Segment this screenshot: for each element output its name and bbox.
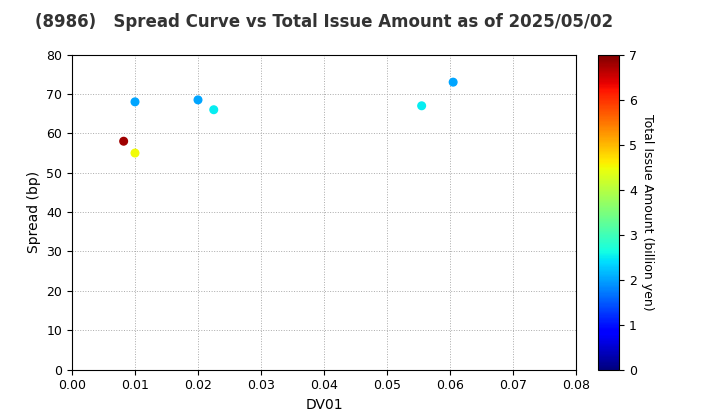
Point — [416, 102, 428, 109]
Text: (8986)   Spread Curve vs Total Issue Amount as of 2025/05/02: (8986) Spread Curve vs Total Issue Amoun… — [35, 13, 613, 31]
Y-axis label: Spread (bp): Spread (bp) — [27, 171, 41, 253]
Point — [447, 79, 459, 86]
Point — [208, 106, 220, 113]
Point — [130, 150, 141, 156]
Point — [130, 98, 141, 105]
Y-axis label: Total Issue Amount (billion yen): Total Issue Amount (billion yen) — [641, 114, 654, 310]
Point — [192, 97, 204, 103]
X-axis label: DV01: DV01 — [305, 398, 343, 412]
Point — [118, 138, 130, 144]
